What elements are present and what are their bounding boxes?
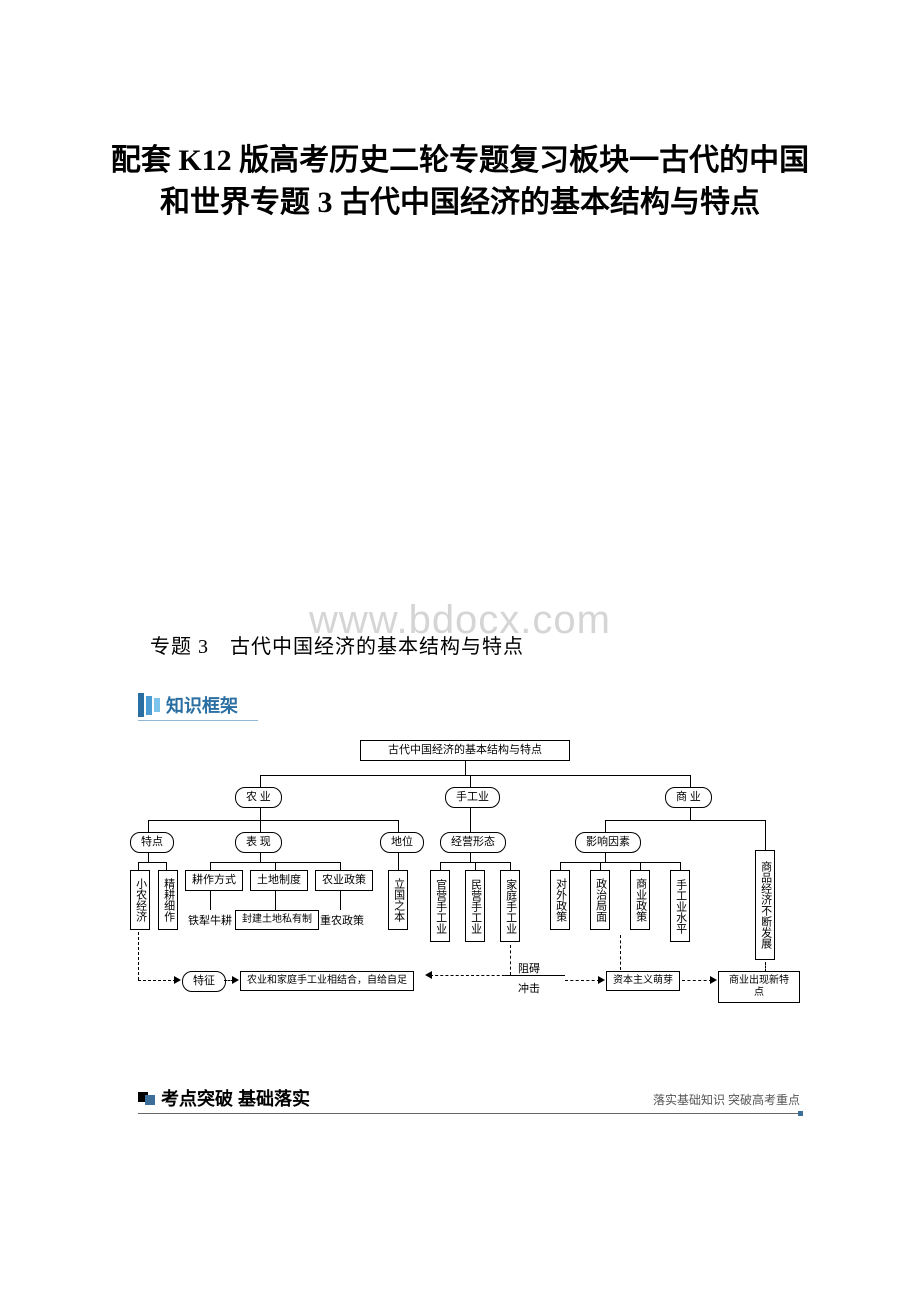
node-fengjian: 封建土地私有制 <box>235 910 319 930</box>
node-buduan: 商品经济不断发展 <box>755 850 775 960</box>
node-nongye: 农业政策 <box>315 870 373 891</box>
squares-icon <box>138 1092 155 1105</box>
node-zhengzhi: 政治局面 <box>590 870 610 930</box>
node-gengzuo: 耕作方式 <box>185 870 243 891</box>
node-nongye-jiating: 农业和家庭手工业相结合，自给自足 <box>240 971 414 991</box>
node-tieli: 铁犁牛耕 <box>188 912 232 928</box>
node-shougong: 手工业水平 <box>670 870 690 942</box>
node-duiwai: 对外政策 <box>550 870 570 930</box>
page-title: 配套 K12 版高考历史二轮专题复习板块一古代的中国和世界专题 3 古代中国经济… <box>0 0 920 224</box>
label-zuai: 阻碍 <box>518 960 540 976</box>
node-tedian: 特点 <box>130 832 174 853</box>
node-diwei: 地位 <box>380 832 424 853</box>
node-guan: 官营手工业 <box>430 870 450 942</box>
section2-right: 落实基础知识 突破高考重点 <box>653 1091 800 1108</box>
bars-icon <box>138 693 160 717</box>
node-agri: 农 业 <box>235 787 282 808</box>
section-header-knowledge: 知识框架 <box>138 692 238 718</box>
section-header-kaodian: 考点突破 基础落实 落实基础知识 突破高考重点 <box>138 1085 800 1111</box>
node-root: 古代中国经济的基本结构与特点 <box>360 740 570 761</box>
node-shangye: 商业政策 <box>630 870 650 930</box>
node-comm: 商 业 <box>665 787 712 808</box>
node-biaoxian: 表 现 <box>235 832 282 853</box>
node-tudi: 土地制度 <box>250 870 308 891</box>
node-liguo: 立国之本 <box>388 870 408 930</box>
subtitle: 专题 3 古代中国经济的基本结构与特点 <box>150 630 524 659</box>
node-xintedian: 商业出现新特点 <box>718 971 800 1003</box>
node-xiaonong: 小农经济 <box>130 870 150 930</box>
node-jingying: 经营形态 <box>440 832 506 853</box>
section-label: 知识框架 <box>166 692 238 718</box>
node-jia: 家庭手工业 <box>500 870 520 942</box>
node-yingxiang: 影响因素 <box>575 832 641 853</box>
node-min: 民营手工业 <box>465 870 485 942</box>
node-hand: 手工业 <box>445 787 500 808</box>
node-tezheng: 特征 <box>182 971 226 992</box>
label-chongji: 冲击 <box>518 980 540 996</box>
knowledge-tree-diagram: 古代中国经济的基本结构与特点 农 业 手工业 商 业 特点 表 现 地位 小农经… <box>130 740 800 1050</box>
node-ziben: 资本主义萌芽 <box>606 971 680 991</box>
section2-label: 考点突破 基础落实 <box>161 1085 310 1111</box>
node-zhongnong: 重农政策 <box>320 912 364 928</box>
node-jinggeng: 精耕细作 <box>158 870 178 930</box>
